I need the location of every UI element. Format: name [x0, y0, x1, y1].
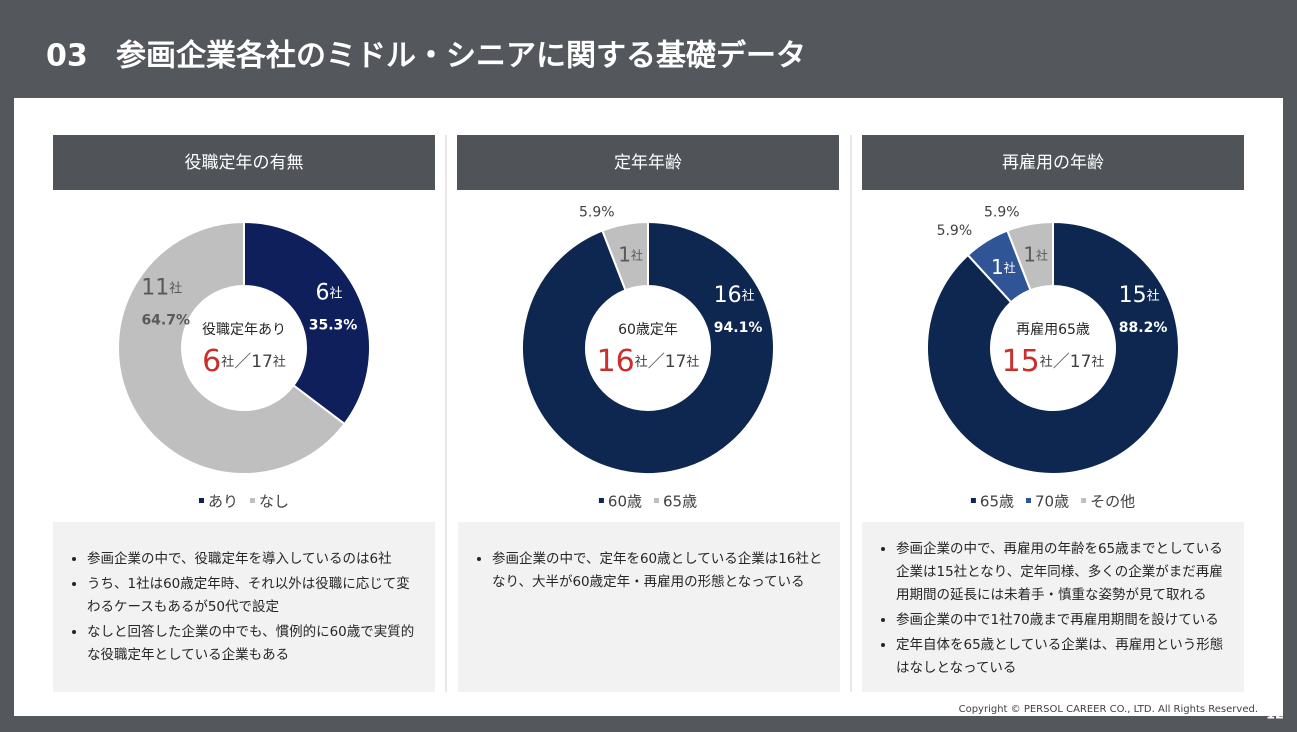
- donut-slice: [117, 220, 346, 475]
- count-unit: 社: [742, 287, 755, 303]
- legend-label: 65歳: [663, 493, 697, 511]
- center-count-value: 16: [597, 344, 635, 379]
- separator: ／: [234, 352, 251, 372]
- count-value: 1: [1023, 242, 1036, 266]
- legend: 60歳 65歳: [598, 493, 697, 511]
- count-label: 1社: [1023, 242, 1048, 266]
- chart-title: 再雇用の年齢: [1002, 153, 1104, 173]
- count-unit: 社: [1147, 287, 1160, 303]
- value-label: 64.7%: [141, 313, 190, 329]
- note-item: 参画企業の中で、再雇用の年齢を65歳までとしている企業は15社となり、定年同様、…: [896, 538, 1232, 607]
- center-label: 役職定年あり: [202, 322, 286, 338]
- notes-box: 参画企業の中で、再雇用の年齢を65歳までとしている企業は15社となり、定年同様、…: [862, 522, 1244, 692]
- legend-label: 60歳: [608, 493, 642, 511]
- donut-slice: [243, 220, 371, 426]
- panel-header: [862, 135, 1244, 190]
- count-value: 1: [991, 255, 1004, 279]
- count-unit: 社: [635, 354, 648, 370]
- total: 17: [665, 352, 687, 372]
- legend-label: 70歳: [1035, 493, 1069, 511]
- legend-swatch: [654, 498, 659, 503]
- center-label: 60歳定年: [618, 322, 678, 338]
- legend-label: あり: [208, 493, 238, 511]
- value-label: 94.1%: [714, 320, 763, 336]
- value-label: 5.9%: [579, 204, 615, 220]
- donut-slice: [601, 220, 649, 292]
- copyright: Copyright © PERSOL CAREER CO., LTD. All …: [959, 704, 1258, 715]
- count-unit: 社: [686, 354, 699, 370]
- note-item: うち、1社は60歳定年時、それ以外は役職に応じて変わるケースもあるが50代で設定: [87, 573, 423, 619]
- count-value: 6: [316, 281, 330, 306]
- legend-label: その他: [1090, 493, 1135, 511]
- count-label: 1社: [618, 242, 643, 266]
- count-value: 15: [1119, 283, 1147, 308]
- count-label: 1社: [991, 255, 1016, 279]
- note-item: なしと回答した企業の中でも、慣例的に60歳で実質的な役職定年としている企業もある: [87, 621, 423, 667]
- center-count-value: 15: [1002, 344, 1040, 379]
- center-count: 6社／17社: [202, 344, 286, 379]
- count-value: 11: [141, 276, 169, 301]
- count-label: 16社: [714, 283, 755, 308]
- slide-title: 参画企業各社のミドル・シニアに関する基礎データ: [116, 39, 806, 74]
- notes-list: 参画企業の中で、定年を60歳としている企業は16社となり、大半が60歳定年・再雇…: [470, 548, 828, 594]
- note-item: 参画企業の中で、役職定年を導入しているのは6社: [87, 548, 423, 571]
- value-label: 88.2%: [1119, 320, 1168, 336]
- donut-slice: [1006, 220, 1054, 292]
- legend: あり なし: [198, 493, 289, 511]
- center-label: 再雇用65歳: [1016, 321, 1090, 338]
- count-unit: 社: [1091, 354, 1104, 370]
- count-value: 16: [714, 283, 742, 308]
- note-item: 参画企業の中で、定年を60歳としている企業は16社となり、大半が60歳定年・再雇…: [492, 548, 828, 594]
- center-count: 16社／17社: [597, 344, 700, 379]
- notes-list: 参画企業の中で、再雇用の年齢を65歳までとしている企業は15社となり、定年同様、…: [874, 538, 1232, 680]
- count-label: 6社: [316, 281, 343, 306]
- legend-swatch: [250, 498, 255, 503]
- donut-slice: [926, 220, 1180, 475]
- separator: ／: [1053, 352, 1070, 372]
- count-unit: 社: [273, 354, 286, 370]
- value-label: 35.3%: [309, 318, 358, 334]
- notes-list: 参画企業の中で、役職定年を導入しているのは6社うち、1社は60歳定年時、それ以外…: [65, 548, 423, 667]
- center-count: 15社／17社: [1002, 344, 1105, 379]
- total: 17: [1070, 352, 1092, 372]
- note-item: 定年自体を65歳としている企業は、再雇用という形態はなしとなっている: [896, 634, 1232, 680]
- legend-swatch: [598, 498, 604, 503]
- legend-label: 65歳: [980, 493, 1014, 511]
- legend-label: なし: [259, 493, 289, 511]
- count-label: 15社: [1119, 283, 1160, 308]
- panel-header: [457, 135, 839, 190]
- section-number: 03: [46, 39, 88, 74]
- count-unit: 社: [1040, 354, 1053, 370]
- chart-title: 定年年齢: [614, 153, 682, 173]
- legend-swatch: [198, 498, 204, 503]
- count-unit: 社: [631, 247, 643, 262]
- count-value: 1: [618, 242, 631, 266]
- notes-box: 参画企業の中で、役職定年を導入しているのは6社うち、1社は60歳定年時、それ以外…: [53, 522, 435, 692]
- chart-title: 役職定年の有無: [185, 153, 304, 173]
- total: 17: [251, 352, 273, 372]
- page-number: 12: [1266, 708, 1284, 723]
- count-label: 11社: [141, 276, 182, 301]
- count-unit: 社: [1004, 260, 1016, 275]
- value-label: 5.9%: [984, 204, 1020, 220]
- center-count-value: 6: [202, 344, 221, 379]
- panel-header: [53, 135, 435, 190]
- donut-slice: [521, 220, 775, 475]
- value-label: 5.9%: [937, 223, 973, 239]
- count-unit: 社: [221, 354, 234, 370]
- count-unit: 社: [330, 285, 343, 301]
- count-unit: 社: [169, 280, 182, 296]
- legend-swatch: [1025, 498, 1031, 503]
- note-item: 参画企業の中で1社70歳まで再雇用期間を設けている: [896, 609, 1232, 632]
- count-unit: 社: [1036, 247, 1048, 262]
- separator: ／: [648, 352, 665, 372]
- notes-box: 参画企業の中で、定年を60歳としている企業は16社となり、大半が60歳定年・再雇…: [458, 522, 840, 692]
- legend: 65歳 70歳 その他: [970, 493, 1135, 511]
- legend-swatch: [1081, 498, 1087, 503]
- legend-swatch: [970, 498, 976, 503]
